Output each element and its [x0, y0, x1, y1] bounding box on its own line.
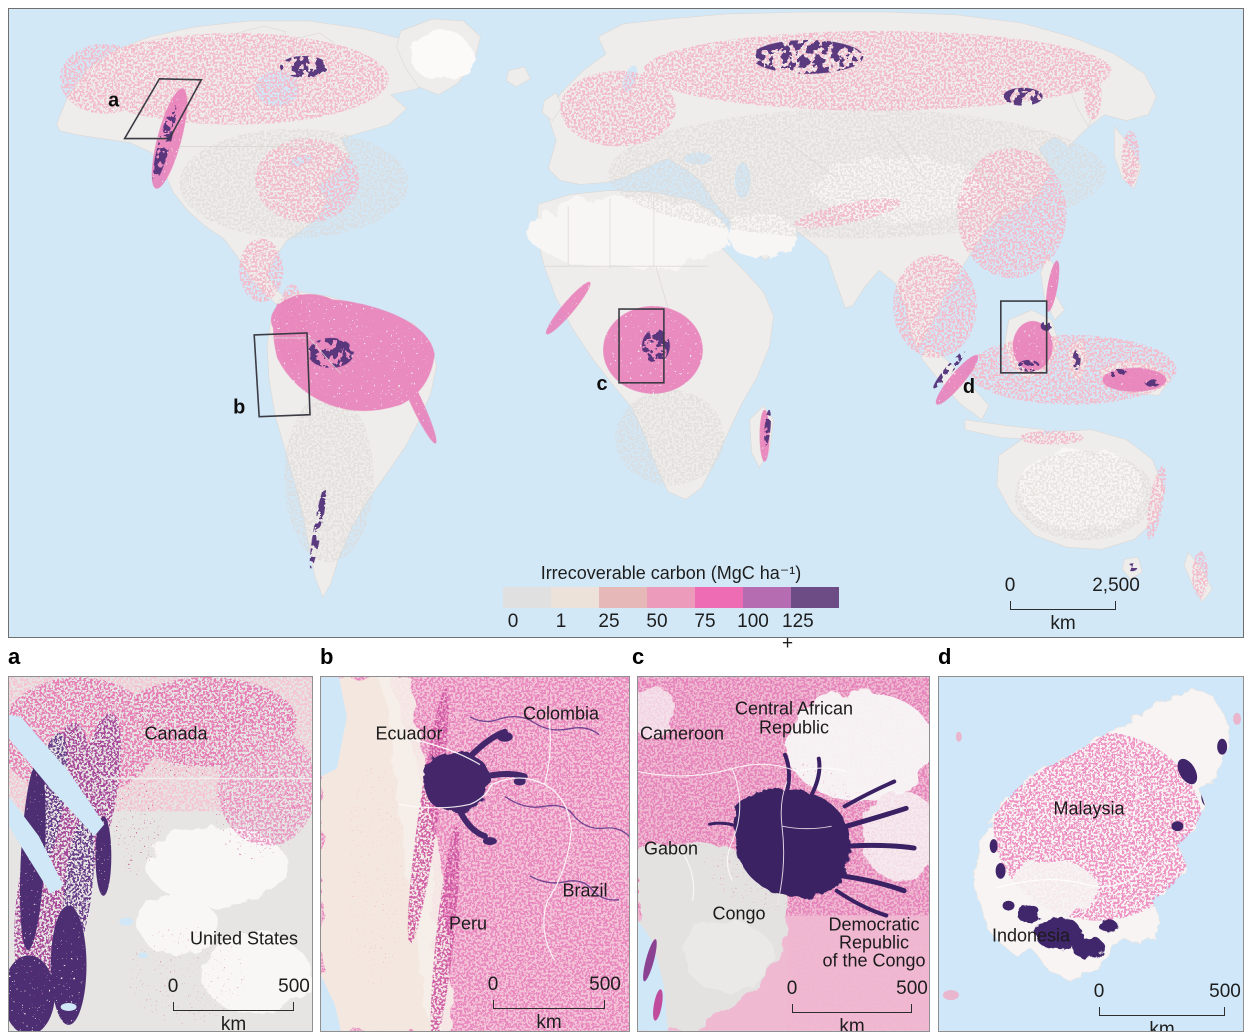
world-inset-letter-d: d: [963, 376, 975, 398]
scale-unit: km: [536, 1012, 562, 1032]
panel-b-map: [321, 677, 629, 1031]
legend-swatch: [551, 587, 599, 608]
scale-end: 2,500: [1092, 575, 1140, 596]
ocean-corners: [321, 677, 347, 1031]
legend-tick: 25: [598, 611, 620, 632]
country-label-peru: Peru: [448, 913, 488, 934]
inset-panel-d: Malaysia Indonesia 0 500 km: [938, 676, 1244, 1032]
scale-unit: km: [220, 1014, 247, 1032]
island-carbon-texture: [989, 731, 1228, 960]
legend-tick: 125 +: [782, 611, 814, 654]
panel-d-map: [939, 677, 1243, 1031]
country-label-gabon: Gabon: [643, 838, 699, 859]
country-label-canada: Canada: [144, 723, 208, 744]
panel-letter-c: c: [632, 644, 645, 669]
country-border-lines: [638, 763, 847, 901]
inset-panel-b: Ecuador Colombia Peru Brazil 0 500 km: [320, 676, 630, 1032]
legend-tick-labels: 0 1 25 50 75 100 125 +: [503, 611, 839, 654]
country-label-congo: Congo: [712, 903, 766, 924]
legend-swatch: [503, 587, 551, 608]
legend-title: Irrecoverable carbon (MgC ha⁻¹): [540, 563, 802, 583]
country-label-brazil: Brazil: [562, 880, 608, 901]
legend-swatch: [743, 587, 791, 608]
world-inset-letter-b: b: [233, 397, 245, 419]
inset-boxes: [123, 77, 1048, 418]
legend-swatch: [647, 587, 695, 608]
scale-end: 500: [278, 976, 310, 997]
scale-bracket: [792, 1004, 912, 1013]
world-map-panel: a b c d Irrecoverable carbon (MgC ha⁻¹) …: [8, 8, 1244, 654]
coastal-purple-slivers: [643, 939, 663, 1021]
scale-end: 500: [589, 974, 621, 995]
fjords-water: [9, 714, 149, 1011]
scale-bracket: [1010, 601, 1116, 610]
legend-swatch: [599, 587, 647, 608]
world-map: a b c d: [9, 9, 1243, 637]
inset-box-b: [253, 332, 311, 418]
legend-tick: 75: [694, 611, 716, 632]
country-label-drc-line3: of the Congo: [822, 950, 926, 971]
malaysia-indonesia-border: [996, 850, 1180, 889]
country-label-car-line1: Central African: [734, 698, 854, 719]
country-label-indonesia: Indonesia: [991, 925, 1071, 946]
legend-swatch: [791, 587, 839, 608]
legend-color-bar: [503, 587, 839, 608]
scale-start: 0: [786, 978, 798, 999]
scale-bracket: [493, 1000, 605, 1009]
high-carbon-blob: [423, 728, 528, 846]
panel-letter-a: a: [8, 644, 21, 669]
legend-swatch: [695, 587, 743, 608]
andes-coast: [321, 677, 460, 1031]
panel-c-map: [638, 677, 929, 1031]
legend-tick: 100: [737, 611, 769, 632]
country-label-united-states: United States: [189, 928, 299, 949]
scale-unit: km: [839, 1016, 865, 1032]
scale-start: 0: [1093, 981, 1105, 1002]
panel-letter-d: d: [938, 644, 952, 669]
inset-panel-c: Cameroon Central African Republic Gabon …: [637, 676, 930, 1032]
river-lines: [469, 715, 629, 901]
small-islands: [942, 712, 1242, 1001]
country-label-car-line2: Republic: [758, 717, 830, 738]
country-border-lines: [398, 711, 572, 961]
country-label-cameroon: Cameroon: [639, 723, 725, 744]
scale-bracket: [173, 1002, 294, 1011]
scale-start: 0: [487, 974, 499, 995]
scale-start: 0: [1004, 575, 1016, 596]
swamp-forest-blob: [708, 752, 917, 918]
scale-unit: km: [1050, 613, 1076, 634]
scale-bracket: [1099, 1007, 1225, 1016]
inset-panel-a: Canada United States 0 500 km: [8, 676, 313, 1032]
legend-tick: 0: [507, 611, 519, 632]
world-inset-letter-c: c: [597, 373, 608, 395]
dense-purple-coast: [9, 761, 112, 1031]
country-label-colombia: Colombia: [522, 703, 600, 724]
inset-box-a: [123, 77, 203, 140]
country-label-ecuador: Ecuador: [375, 723, 443, 744]
panel-a-map: [9, 677, 312, 1031]
inset-box-c: [618, 308, 665, 384]
inset-box-d: [1000, 300, 1048, 374]
grey-speckle-zones: [179, 108, 1155, 563]
country-label-malaysia: Malaysia: [1053, 798, 1125, 819]
panel-letter-b: b: [320, 644, 334, 669]
country-label-drc-line2: Republic: [838, 932, 910, 953]
legend-tick: 50: [646, 611, 668, 632]
scale-start: 0: [167, 976, 179, 997]
scale-unit: km: [1149, 1019, 1175, 1032]
country-label-drc-line1: Democratic: [828, 914, 920, 935]
country-borders: [179, 128, 1008, 375]
world-inset-letter-a: a: [108, 90, 120, 112]
scale-end: 500: [896, 978, 928, 999]
legend-tick: 1: [555, 611, 567, 632]
scale-end: 500: [1209, 981, 1241, 1002]
